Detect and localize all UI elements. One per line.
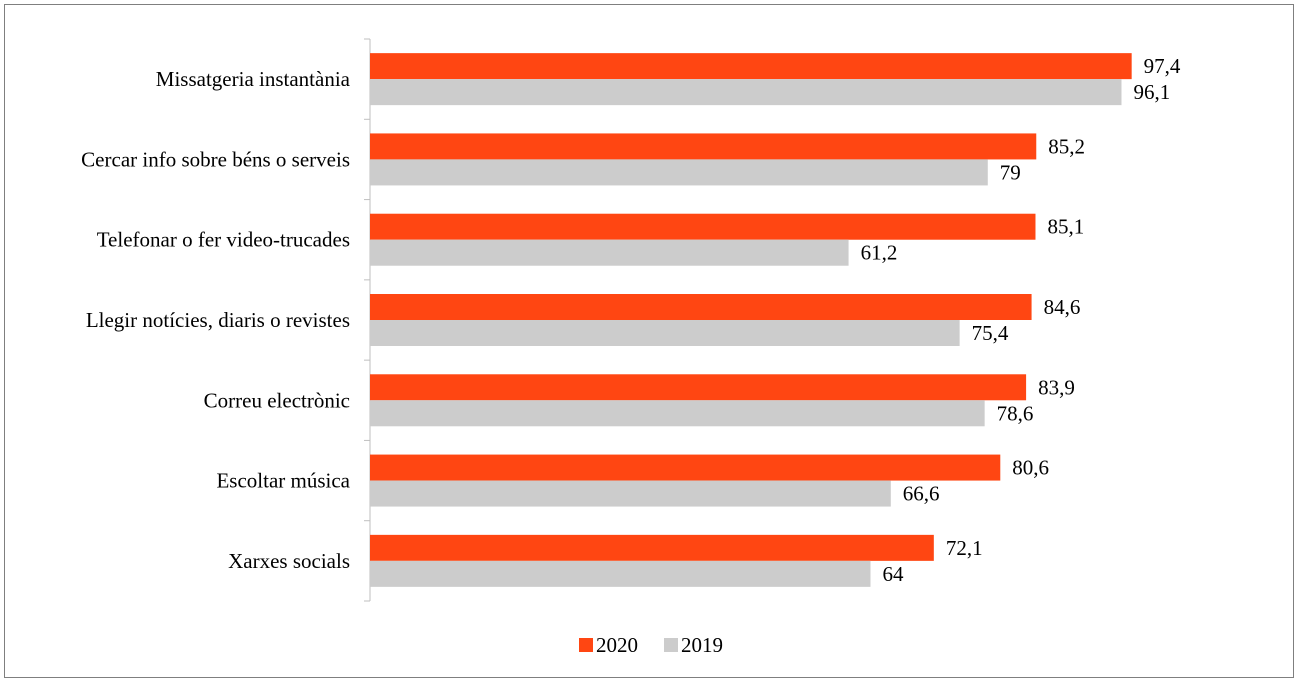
data-label-2019: 66,6 [903,482,940,506]
category-label: Cercar info sobre béns o serveis [81,147,350,171]
data-label-2019: 61,2 [861,241,898,265]
category-label: Xarxes socials [228,549,350,573]
bar-2019 [370,79,1122,106]
chart-frame: Missatgeria instantània 97,4 96,1 Cercar in… [4,4,1294,678]
data-label-2019: 75,4 [972,321,1009,345]
legend: 2020 2019 [579,633,723,657]
bar-2020 [370,534,934,561]
bar-2019 [370,239,849,266]
data-label-2020: 72,1 [946,536,983,560]
bars-layer [370,53,1132,587]
category-label: Telefonar o fer video-trucades [97,228,350,252]
data-label-2019: 64 [882,562,904,586]
axis-layer [364,38,371,602]
data-label-2019: 96,1 [1134,80,1171,104]
data-label-2020: 97,4 [1144,54,1181,78]
bar-2020 [370,454,1001,481]
legend-swatch-2020 [579,638,593,652]
legend-label-2019: 2019 [681,633,723,657]
legend-swatch-2019 [664,638,678,652]
data-label-2020: 83,9 [1038,375,1075,399]
data-label-2020: 85,2 [1048,134,1085,158]
bar-2020 [370,374,1027,401]
labels-layer: Missatgeria instantània 97,496,1 Cercar in… [81,54,1181,586]
bar-2019 [370,400,985,427]
category-label: Llegir notícies, diaris o revistes [86,308,350,332]
bar-2020 [370,294,1032,320]
category-label: Missatgeria instantània [156,67,351,91]
data-label-2020: 84,6 [1044,295,1081,319]
bar-2019 [370,159,988,186]
bar-2020 [370,133,1037,160]
data-label-2020: 85,1 [1047,215,1084,239]
bar-2020 [370,53,1132,80]
data-label-2020: 80,6 [1012,456,1049,480]
bar-2020 [370,213,1036,240]
bar-2019 [370,560,871,587]
bar-2019 [370,320,960,346]
bar-2019 [370,480,891,507]
data-label-2019: 78,6 [997,401,1034,425]
data-label-2019: 79 [1000,160,1021,184]
bar-chart: Missatgeria instantània 97,496,1 Cercar in… [81,38,1181,657]
category-label: Correu electrònic [204,388,350,412]
legend-label-2020: 2020 [596,633,638,657]
category-label: Escoltar música [216,469,350,493]
